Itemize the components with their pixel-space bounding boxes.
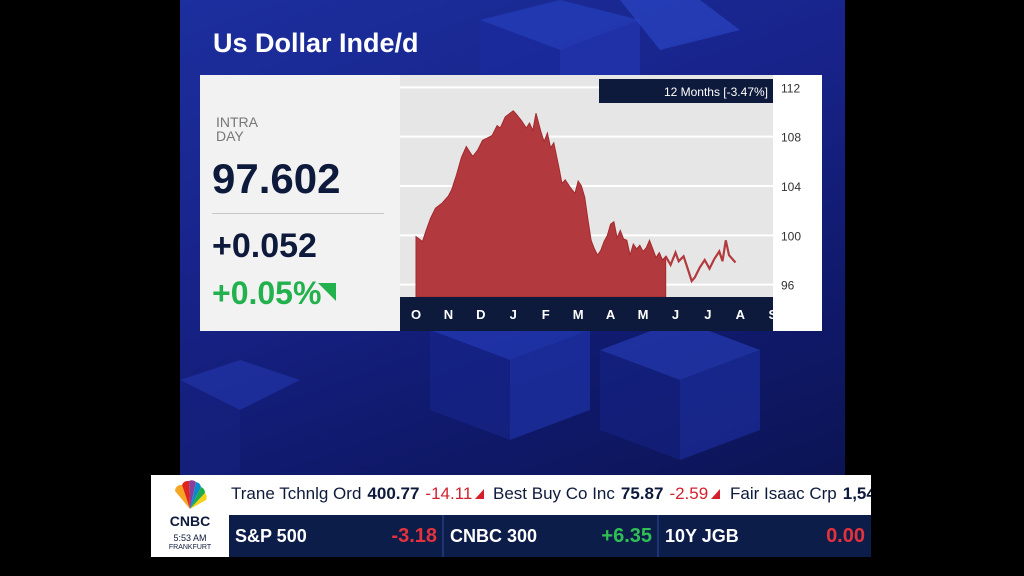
index-name: S&P 500 (235, 526, 307, 546)
x-tick-label: O (411, 307, 421, 322)
index-name: 10Y JGB (665, 526, 739, 546)
clock-city: FRANKFURT (168, 544, 212, 551)
period-badge (599, 79, 773, 103)
x-tick-label: D (476, 307, 485, 322)
down-triangle-icon (711, 489, 721, 499)
y-tick-label: 112 (781, 81, 800, 95)
x-tick-label: A (736, 307, 746, 322)
y-tick-label: 108 (781, 131, 801, 145)
stock-name: Trane Tchnlg Ord (231, 484, 362, 503)
change-percent: +0.05% (212, 275, 322, 311)
down-right-arrow-icon (318, 283, 336, 301)
quote-panel: INTRA DAY 97.602 +0.052 +0.05% (200, 75, 400, 331)
stock-item: Trane Tchnlg Ord 400.77 -14.11 (231, 484, 485, 504)
index-value: -3.18 (391, 525, 437, 547)
logo-text: CNBC (169, 513, 211, 529)
series-marks (415, 110, 737, 298)
x-tick-label: J (704, 307, 711, 322)
x-axis-strip (400, 297, 773, 331)
x-tick-label: S (768, 307, 777, 322)
quote-card: INTRA DAY 97.602 +0.052 +0.05% O N D J F M A M J… (200, 75, 822, 331)
clock-time: 5:53 AM (173, 533, 207, 543)
period-label: 12 Months [-3.47%] (664, 85, 768, 99)
x-tick-label: M (638, 307, 649, 322)
index-name: CNBC 300 (450, 526, 538, 546)
y-ticks: 96 100 104 108 112 (781, 81, 801, 292)
price-value: 97.602 (212, 155, 341, 202)
stock-name: Fair Isaac Crp (730, 484, 837, 503)
y-tick-label: 104 (781, 180, 801, 194)
separator (442, 515, 444, 557)
stock-price: 1,544 (842, 484, 871, 503)
change-value: +0.052 (212, 227, 317, 265)
stock-crawl: Trane Tchnlg Ord 400.77 -14.11 Best Buy Co… (229, 475, 871, 515)
stock-item: Best Buy Co Inc 75.87 -2.59 (493, 484, 721, 504)
stock-price: 400.77 (367, 484, 420, 503)
stock-change: -2.59 (669, 484, 709, 503)
index-value: +6.35 (601, 525, 652, 547)
divider (212, 213, 384, 214)
index-value: 0.00 (826, 525, 865, 547)
x-tick-label: J (672, 307, 679, 322)
chart-title: Us Dollar Inde/d (213, 28, 419, 58)
line-series (664, 240, 737, 284)
down-triangle-icon (475, 489, 485, 499)
ticker-bar: CNBC 5:53 AM FRANKFURT Trane Tchnlg Ord 4… (151, 475, 871, 557)
chart-area: O N D J F M A M J J A S 96 100 104 108 112 12 Months [-… (400, 75, 801, 331)
x-tick-label: J (510, 307, 517, 322)
x-tick-label: F (542, 307, 550, 322)
x-tick-label: A (606, 307, 616, 322)
x-tick-label: N (444, 307, 453, 322)
stock-price: 75.87 (620, 484, 664, 503)
y-tick-label: 96 (781, 279, 795, 293)
intraday-label: INTRA DAY (216, 114, 258, 144)
index-row: S&P 500 -3.18 CNBC 300 +6.35 10Y JGB 0.0… (229, 515, 871, 557)
stock-item: Fair Isaac Crp 1,544 (730, 484, 871, 504)
y-tick-label: 100 (781, 229, 801, 243)
x-tick-label: M (573, 307, 584, 322)
peacock-icon (174, 480, 207, 509)
separator (657, 515, 659, 557)
stock-name: Best Buy Co Inc (493, 484, 615, 503)
network-logo: CNBC 5:53 AM FRANKFURT (151, 475, 229, 557)
stock-change: -14.11 (425, 484, 473, 503)
area-series (415, 110, 667, 298)
